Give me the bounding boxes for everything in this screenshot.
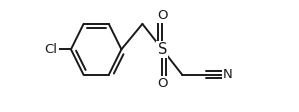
Text: O: O bbox=[157, 77, 167, 90]
Text: O: O bbox=[157, 9, 167, 22]
Text: Cl: Cl bbox=[45, 43, 57, 56]
Text: N: N bbox=[223, 68, 233, 81]
Text: S: S bbox=[158, 42, 167, 57]
